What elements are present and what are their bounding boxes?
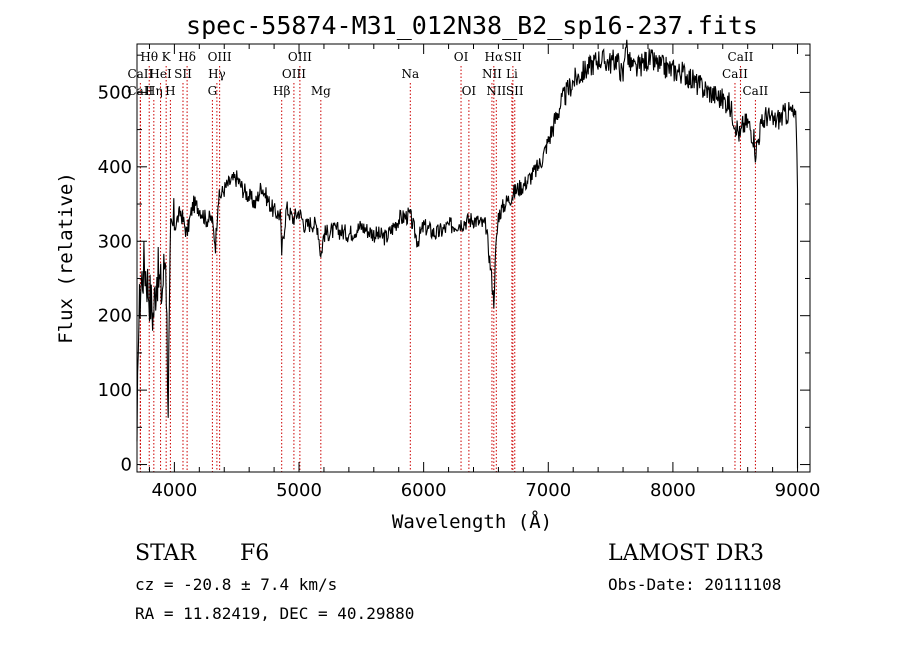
spectral-line-label: Hη [145, 84, 163, 98]
spectral-line-label: HeI [149, 67, 172, 81]
spectral-line-label: OIII [282, 67, 306, 81]
spectral-line-label: K [162, 50, 172, 64]
chart-title: spec-55874-M31_012N38_B2_sp16-237.fits [186, 11, 758, 40]
x-tick-label: 6000 [401, 480, 447, 501]
y-tick-label: 200 [98, 306, 132, 327]
spectral-line-label: OI [462, 84, 477, 98]
spectral-line-label: Na [401, 67, 419, 81]
obs-date: Obs-Date: 20111108 [608, 575, 781, 594]
spectral-line-label: OIII [288, 50, 312, 64]
spectrum-layer [136, 39, 799, 469]
y-tick-label: 100 [98, 380, 132, 401]
spectral-line-label: Li [506, 67, 518, 81]
spectral-line-label: CaII [722, 67, 748, 81]
spectral-line-label: Hθ [140, 50, 158, 64]
y-tick-label: 0 [121, 455, 132, 476]
y-tick-label: 500 [98, 82, 132, 103]
x-tick-label: 8000 [650, 480, 696, 501]
y-tick-label: 300 [98, 231, 132, 252]
object-subclass: F6 [240, 541, 269, 566]
y-axis: 0 100 200 300 400 500 [98, 54, 810, 476]
y-tick-label: 400 [98, 157, 132, 178]
spectral-line-label: NII [482, 67, 502, 81]
spectral-line-label: NII [486, 84, 506, 98]
object-class: STAR [135, 541, 197, 566]
plot-frame [136, 43, 811, 473]
spectral-line-label: Hβ [273, 84, 290, 98]
spectral-lines-layer: CaIIHθCaIIHηHeIKHSIIHδGHγOIIIHβOIIIOIIIM… [127, 50, 769, 472]
spectral-line-label: OI [454, 50, 469, 64]
x-tick-label: 9000 [775, 480, 821, 501]
spectral-line-label: SII [506, 84, 524, 98]
spectral-line-label: CaII [728, 50, 754, 64]
redshift-text: cz = -20.8 ± 7.4 km/s [135, 575, 337, 594]
spectral-line-label: Hγ [208, 67, 226, 81]
spectral-line-label: G [208, 84, 218, 98]
spectral-line-label: OIII [208, 50, 232, 64]
spectral-line-label: H [165, 84, 175, 98]
spectral-line-label: CaII [127, 84, 153, 98]
coordinates: RA = 11.82419, DEC = 40.29880 [135, 604, 414, 623]
survey-name: LAMOST DR3 [608, 541, 764, 566]
spectral-line-label: Mg [311, 84, 331, 98]
spectrum-line [136, 39, 799, 469]
spectral-line-label: Hδ [178, 50, 196, 64]
y-axis-label: Flux (relative) [55, 172, 77, 344]
spectral-line-label: SII [504, 50, 522, 64]
x-tick-label: 4000 [151, 480, 197, 501]
spectral-line-label: Hα [485, 50, 504, 64]
spectral-line-label: CaII [742, 84, 768, 98]
spectral-line-label: CaII [127, 67, 153, 81]
x-axis: 4000 5000 6000 7000 8000 9000 [148, 44, 821, 501]
x-tick-label: 5000 [276, 480, 322, 501]
spectral-line-label: SII [174, 67, 192, 81]
x-axis-label: Wavelength (Å) [392, 510, 552, 533]
x-tick-label: 7000 [525, 480, 571, 501]
